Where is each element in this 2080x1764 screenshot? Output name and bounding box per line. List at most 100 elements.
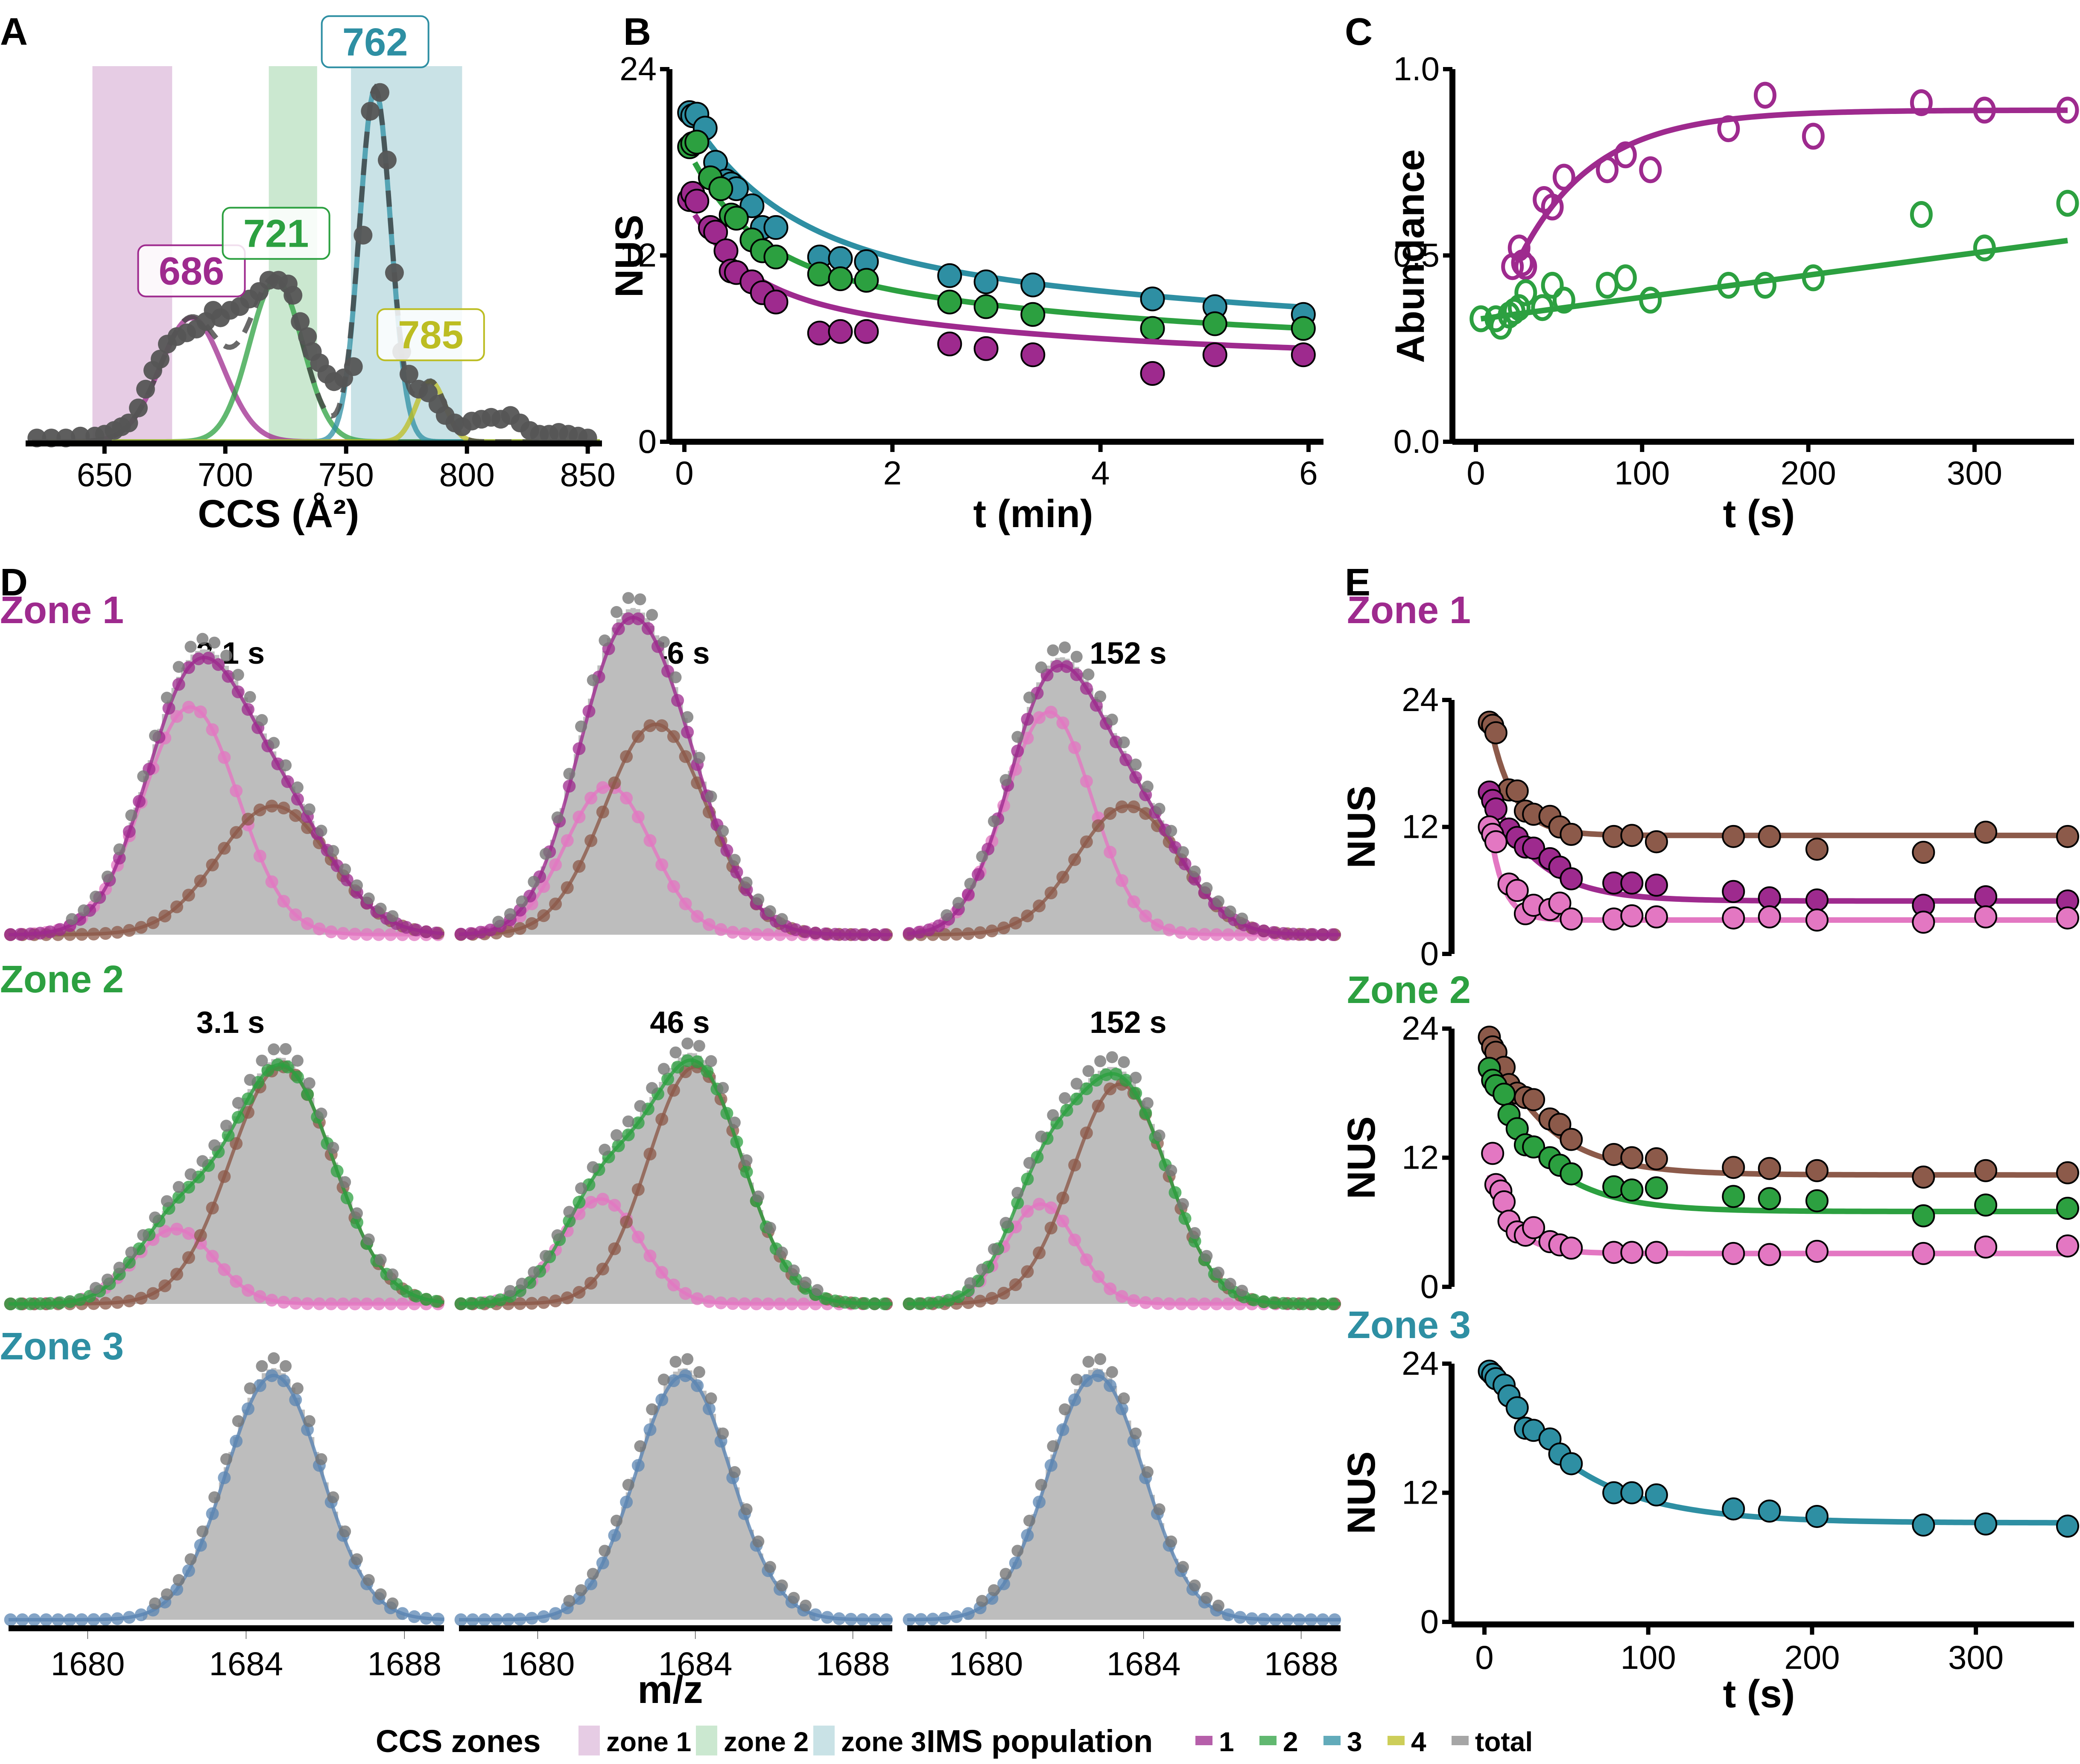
- raw-data-point: [551, 811, 564, 824]
- x-tick-label: 200: [1781, 454, 1836, 492]
- total-fit-point: [1326, 928, 1339, 941]
- total-fit-point: [429, 1295, 443, 1308]
- total-data-point: [385, 263, 404, 282]
- data-point-brown: [1722, 1156, 1745, 1179]
- component-point: [1092, 1099, 1105, 1113]
- total-data-point: [136, 379, 155, 399]
- total-fit-point: [231, 685, 245, 699]
- component-point: [277, 1295, 290, 1309]
- data-point-series-2: [763, 245, 789, 270]
- raw-data-point: [669, 1046, 682, 1058]
- raw-data-point: [232, 669, 244, 681]
- data-point-pop1_light: [1974, 1235, 1998, 1259]
- total-fit-point: [868, 1297, 881, 1310]
- total-fit-point: [1178, 857, 1192, 871]
- total-fit-point: [1110, 1067, 1123, 1081]
- raw-data-point: [161, 1588, 173, 1601]
- component-point: [762, 1297, 775, 1310]
- total-fit-point: [912, 926, 926, 939]
- component-point: [253, 1379, 266, 1392]
- data-point-series-3: [937, 263, 962, 288]
- data-point-brown: [2056, 825, 2079, 848]
- total-fit-point: [1287, 927, 1300, 941]
- component-point: [75, 1613, 88, 1626]
- component-point: [253, 803, 266, 816]
- legend-pop-swatch-3: [1323, 1736, 1341, 1745]
- raw-data-point: [184, 1553, 197, 1566]
- total-fit-point: [573, 742, 586, 755]
- raw-data-point: [149, 729, 161, 742]
- total-fit-point: [1099, 1068, 1113, 1082]
- component-point: [1115, 1402, 1128, 1415]
- component-point: [194, 875, 207, 888]
- data-point-pop1_light: [1620, 1241, 1644, 1264]
- raw-data-point: [776, 1246, 788, 1259]
- raw-data-point: [587, 674, 599, 686]
- raw-data-point: [1118, 1392, 1130, 1405]
- component-point: [123, 1295, 136, 1308]
- component-point: [1210, 1297, 1223, 1310]
- component-point: [1269, 1613, 1282, 1626]
- raw-data-point: [764, 1222, 776, 1234]
- component-point: [573, 1286, 586, 1299]
- data-point-series-1: [1202, 342, 1227, 367]
- component-point: [844, 1612, 858, 1626]
- total-fit-point: [641, 622, 654, 635]
- raw-data-point: [575, 1584, 587, 1596]
- component-point: [1080, 1253, 1093, 1266]
- component-point: [206, 723, 219, 736]
- open-data-point-series-2: [1802, 264, 1825, 292]
- raw-data-point: [196, 633, 209, 645]
- component-point: [1080, 1126, 1093, 1140]
- total-fit-point: [962, 888, 975, 901]
- x-tick-label: 1684: [209, 1645, 283, 1682]
- data-point-pop1_light: [1645, 905, 1668, 929]
- component-point: [584, 1277, 598, 1290]
- data-point-pop1: [1974, 885, 1998, 909]
- raw-data-point: [540, 848, 552, 860]
- component-point: [1044, 1201, 1058, 1214]
- component-point: [821, 1611, 834, 1624]
- raw-data-point: [1177, 1561, 1189, 1573]
- component-point: [348, 927, 362, 941]
- component-point: [1056, 1423, 1069, 1436]
- component-point: [265, 1294, 278, 1307]
- data-point-series-2: [973, 294, 999, 319]
- data-point-pop3: [1505, 1396, 1529, 1420]
- component-point: [608, 776, 621, 790]
- total-fit-point: [14, 928, 27, 941]
- component-point: [868, 1613, 881, 1626]
- zone-title-2: Zone 2: [1347, 969, 1471, 1012]
- data-point-series-3: [1140, 286, 1165, 312]
- raw-data-point: [717, 1082, 729, 1094]
- component-point: [158, 910, 172, 923]
- total-fit-point: [932, 1296, 945, 1309]
- total-fit-point: [1267, 1296, 1280, 1309]
- y-tick-label: 24: [1402, 681, 1439, 718]
- raw-data-point: [599, 1545, 611, 1557]
- raw-data-point: [1070, 1373, 1083, 1386]
- component-point: [691, 1292, 704, 1305]
- raw-data-point: [351, 1553, 363, 1566]
- total-fit-point: [932, 919, 945, 933]
- raw-data-point: [988, 1243, 1000, 1255]
- total-fit-point: [73, 1293, 86, 1306]
- total-fit-point: [720, 1107, 733, 1120]
- open-data-point-series-1: [1973, 96, 1996, 124]
- raw-data-point: [280, 1043, 292, 1055]
- component-point: [1009, 916, 1022, 930]
- data-point-pop1_light: [1645, 1241, 1668, 1264]
- legend-pop-label: 3: [1347, 1726, 1362, 1757]
- total-fit-point: [1129, 1087, 1142, 1100]
- total-fit-point: [474, 1296, 487, 1309]
- component-point: [655, 1393, 669, 1406]
- data-point-series-1: [937, 331, 962, 356]
- total-fit-point: [1297, 1297, 1310, 1310]
- component-point: [1222, 1297, 1235, 1310]
- peak-label-box: [137, 244, 246, 297]
- data-point-series-2: [1140, 316, 1165, 341]
- raw-data-point: [291, 781, 304, 793]
- y-tick-label: 12: [1402, 1139, 1439, 1176]
- raw-data-point: [1047, 1440, 1059, 1452]
